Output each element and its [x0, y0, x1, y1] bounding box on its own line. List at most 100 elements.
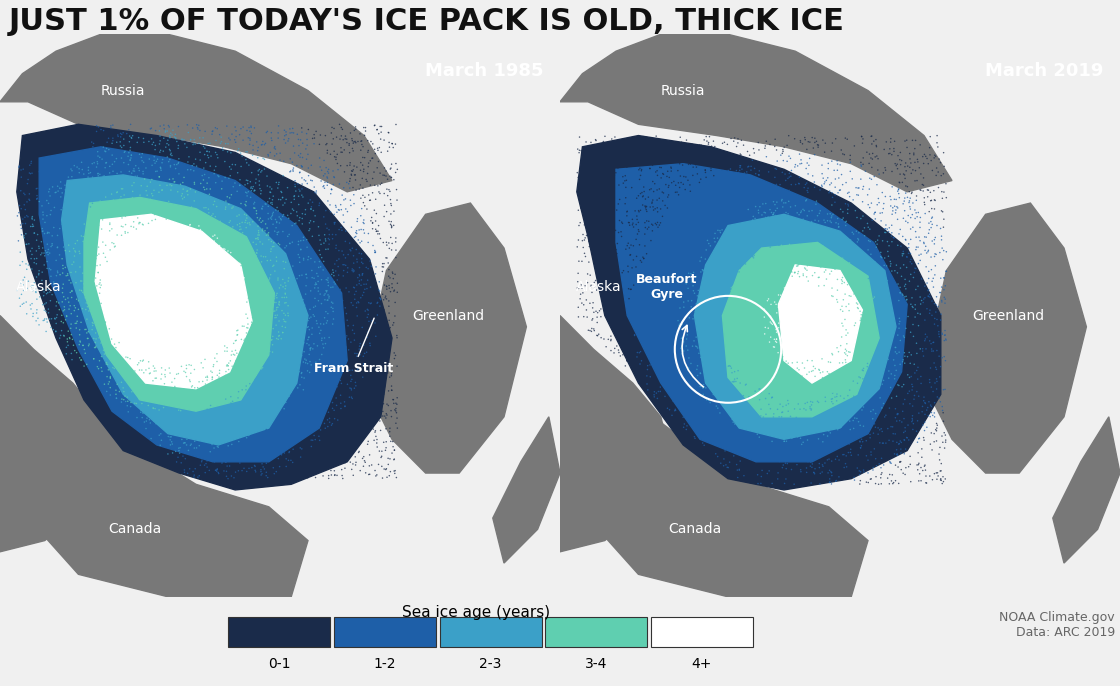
Point: [928, 376, 946, 387]
Point: [93, 154, 111, 165]
Point: [271, 362, 289, 372]
Point: [844, 391, 862, 402]
Point: [116, 303, 134, 314]
Point: [726, 175, 744, 186]
Point: [240, 293, 258, 304]
Point: [673, 340, 691, 351]
Point: [161, 145, 179, 156]
Point: [121, 130, 139, 141]
Point: [855, 158, 872, 169]
Point: [94, 204, 112, 215]
Point: [100, 305, 118, 316]
Point: [118, 310, 136, 321]
Point: [288, 459, 306, 470]
Point: [292, 244, 310, 255]
Point: [178, 371, 196, 382]
Point: [792, 137, 810, 147]
Point: [868, 275, 886, 286]
Point: [361, 256, 379, 267]
Point: [895, 379, 913, 390]
Point: [750, 431, 768, 442]
Point: [328, 149, 346, 160]
Point: [155, 357, 172, 368]
Point: [669, 315, 687, 326]
Point: [853, 364, 871, 375]
Point: [577, 172, 595, 183]
Point: [592, 311, 610, 322]
Point: [342, 244, 360, 255]
Point: [330, 119, 348, 130]
Point: [254, 251, 272, 262]
Point: [131, 217, 149, 228]
Point: [926, 248, 944, 259]
Point: [719, 346, 737, 357]
Point: [731, 161, 749, 172]
Point: [746, 299, 764, 310]
Text: March 2019: March 2019: [984, 62, 1103, 80]
Point: [811, 346, 829, 357]
Point: [903, 371, 921, 382]
Point: [46, 158, 64, 169]
Point: [888, 201, 906, 212]
Point: [782, 265, 800, 276]
Point: [161, 132, 179, 143]
Point: [656, 239, 674, 250]
Point: [732, 320, 750, 331]
Point: [620, 293, 638, 304]
Point: [268, 256, 286, 267]
Point: [267, 143, 284, 154]
Point: [345, 250, 363, 261]
Point: [328, 292, 346, 303]
Point: [684, 170, 702, 181]
Point: [250, 259, 268, 270]
Point: [725, 387, 743, 398]
Point: [356, 192, 374, 203]
Point: [248, 233, 265, 244]
Point: [767, 230, 785, 241]
Point: [147, 140, 165, 151]
Point: [278, 327, 296, 338]
Point: [141, 123, 159, 134]
Point: [205, 214, 223, 225]
Point: [760, 387, 778, 398]
Point: [381, 163, 399, 174]
Point: [167, 163, 185, 174]
Point: [375, 200, 393, 211]
Point: [268, 333, 286, 344]
Point: [767, 367, 785, 378]
Point: [363, 356, 381, 367]
Point: [814, 436, 832, 447]
Point: [296, 300, 314, 311]
Point: [875, 198, 893, 209]
Point: [672, 213, 690, 224]
Point: [631, 174, 648, 185]
Point: [720, 224, 738, 235]
Point: [778, 375, 796, 386]
Point: [330, 245, 348, 256]
Point: [254, 215, 272, 226]
Point: [732, 230, 750, 241]
Point: [251, 213, 269, 224]
Point: [132, 340, 150, 351]
Point: [315, 256, 333, 267]
Point: [888, 409, 906, 420]
Point: [175, 383, 193, 394]
Point: [112, 285, 130, 296]
Point: [575, 144, 592, 155]
Point: [702, 152, 720, 163]
Point: [332, 403, 349, 414]
Point: [659, 364, 676, 375]
Point: [696, 134, 713, 145]
Point: [697, 254, 715, 265]
Point: [252, 455, 270, 466]
Point: [907, 241, 925, 252]
Point: [183, 250, 200, 261]
Point: [616, 322, 634, 333]
Point: [176, 320, 194, 331]
Point: [57, 214, 75, 225]
Point: [261, 320, 279, 331]
Point: [77, 236, 95, 247]
Point: [223, 298, 241, 309]
Point: [208, 441, 226, 452]
Point: [167, 311, 185, 322]
